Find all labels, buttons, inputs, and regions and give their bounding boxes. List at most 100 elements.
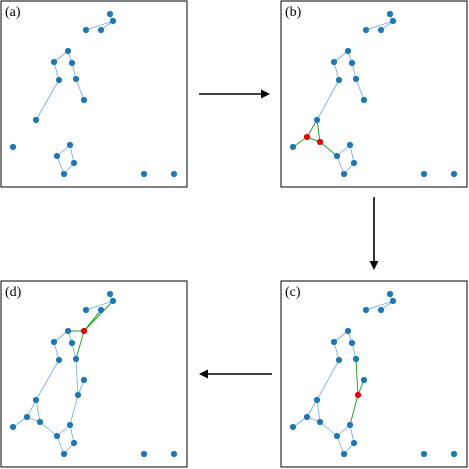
edge-b-5 [333,61,340,81]
edge-d-10 [26,399,37,418]
node-a-16 [140,170,148,178]
node-a-15 [60,170,68,178]
edge-a-5 [53,61,60,81]
new-edge-d-1 [83,309,102,332]
node-a-14 [70,159,78,167]
node-d-10 [32,396,40,404]
node-c-3 [362,306,370,314]
node-c-19 [316,418,324,426]
node-c-9 [360,376,368,384]
panel-label-b: (b) [285,5,302,20]
node-b-13 [333,152,341,160]
panel-frame-d [0,280,188,468]
node-b-0 [386,10,394,18]
node-c-0 [386,290,394,298]
arrow-head-1 [369,261,379,270]
node-d-12 [66,421,74,429]
node-d-7 [55,356,63,364]
node-a-13 [53,152,61,160]
edge-c-5 [333,341,340,361]
node-b-15 [340,170,348,178]
new-edge-c-0 [355,358,359,396]
edge-c-2 [365,300,394,311]
node-c-7 [335,356,343,364]
node-d-14 [70,439,78,447]
node-d-18 [23,413,31,421]
node-c-2 [377,306,385,314]
panel-labels: (a) (b) (c) (d) [5,5,302,300]
flow-arrows [199,89,379,379]
highlight-node-d-21 [80,327,88,335]
node-b-4 [344,47,352,55]
edge-b-11 [336,155,345,175]
node-a-6 [68,59,76,67]
node-d-11 [9,423,17,431]
panel-label-c: (c) [285,285,301,300]
edge-d-15 [75,358,79,396]
node-d-1 [109,297,117,305]
node-b-16 [420,170,428,178]
edge-d-5 [35,359,60,401]
node-d-6 [68,339,76,347]
node-b-17 [450,170,458,178]
node-d-2 [97,306,105,314]
node-c-4 [344,327,352,335]
node-b-3 [362,26,370,34]
node-d-9 [80,376,88,384]
edge-a-2 [85,20,114,31]
node-a-12 [66,141,74,149]
node-d-16 [140,450,148,458]
node-c-12 [346,421,354,429]
node-a-4 [64,47,72,55]
node-a-2 [97,26,105,34]
highlight-node-b-19 [316,138,324,146]
node-b-2 [377,26,385,34]
highlight-node-c-20 [354,391,362,399]
edge-a-7 [75,78,85,101]
node-c-16 [420,450,428,458]
edge-d-14 [39,421,58,437]
node-c-10 [313,396,321,404]
node-a-17 [170,170,178,178]
highlight-node-b-18 [303,133,311,141]
node-b-6 [348,59,356,67]
node-d-15 [60,450,68,458]
panel-frame-a [0,0,188,188]
node-b-12 [346,141,354,149]
panel-frame-b [280,0,468,188]
edge-a-8 [35,79,60,121]
node-c-14 [350,439,358,447]
new-edge-d-0 [83,300,114,332]
node-d-17 [170,450,178,458]
panel-label-a: (a) [5,5,21,20]
node-a-3 [82,26,90,34]
node-a-10 [32,116,40,124]
edge-c-16 [319,421,338,437]
edge-d-3 [53,341,60,361]
new-edge-b-0 [306,119,318,138]
edge-c-10 [336,435,345,455]
new-edge-c-2 [349,394,359,426]
node-a-9 [80,96,88,104]
node-d-4 [64,327,72,335]
edge-d-8 [56,435,65,455]
edge-c-13 [316,399,321,423]
node-b-10 [313,116,321,124]
edge-d-17 [69,394,79,426]
new-edge-b-4 [319,141,338,157]
node-b-1 [389,17,397,25]
arrow-head-0 [261,89,270,99]
edge-b-7 [355,78,365,101]
panel-label-d: (d) [5,285,22,300]
node-c-18 [303,413,311,421]
node-d-19 [36,418,44,426]
node-b-14 [350,159,358,167]
new-edge-d-3 [75,330,85,360]
node-c-17 [450,450,458,458]
edge-c-7 [316,359,340,401]
panel-frame-c [280,280,468,468]
node-d-5 [50,338,58,346]
arrow-head-2 [199,369,208,379]
node-c-13 [333,432,341,440]
